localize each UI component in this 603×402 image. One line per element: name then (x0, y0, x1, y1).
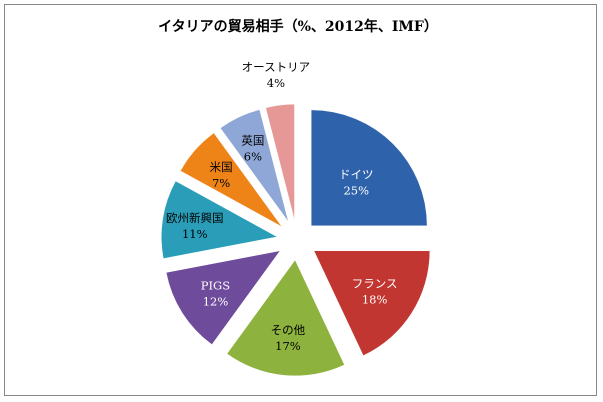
slice-category-label: 英国 (241, 133, 264, 147)
pie-slice (310, 109, 428, 227)
slice-percent-label: 4% (267, 76, 285, 90)
slice-category-label: その他 (271, 323, 306, 337)
pie-slice (161, 180, 278, 259)
pie-slice (180, 132, 283, 227)
slice-percent-label: 12% (203, 295, 229, 309)
slice-percent-label: 6% (244, 149, 262, 163)
pie-slice (313, 250, 431, 357)
slice-category-label: 米国 (210, 160, 233, 174)
pie-labels: ドイツ 25% フランス 18% その他 17% PIGS 12% 欧州新興国 11% 米国 7% 英国… (166, 60, 397, 353)
slice-category-label: ドイツ (339, 168, 374, 182)
pie-slice (265, 103, 295, 221)
slice-category-label: フランス (352, 276, 398, 290)
pie-slice (219, 109, 289, 223)
slice-category-label: 欧州新興国 (166, 211, 224, 225)
slice-category-label: オーストリア (242, 60, 310, 74)
slice-percent-label: 17% (275, 339, 301, 353)
slice-category-label: PIGS (201, 279, 230, 293)
slice-percent-label: 11% (182, 227, 208, 241)
chart-title: イタリアの貿易相手（%、2012年、IMF） (158, 18, 438, 35)
pie-slices (161, 103, 431, 377)
pie-slice (226, 259, 345, 377)
slice-percent-label: 7% (212, 176, 230, 190)
slice-percent-label: 18% (362, 292, 388, 306)
pie-slice (165, 250, 281, 345)
slice-percent-label: 25% (343, 184, 369, 198)
